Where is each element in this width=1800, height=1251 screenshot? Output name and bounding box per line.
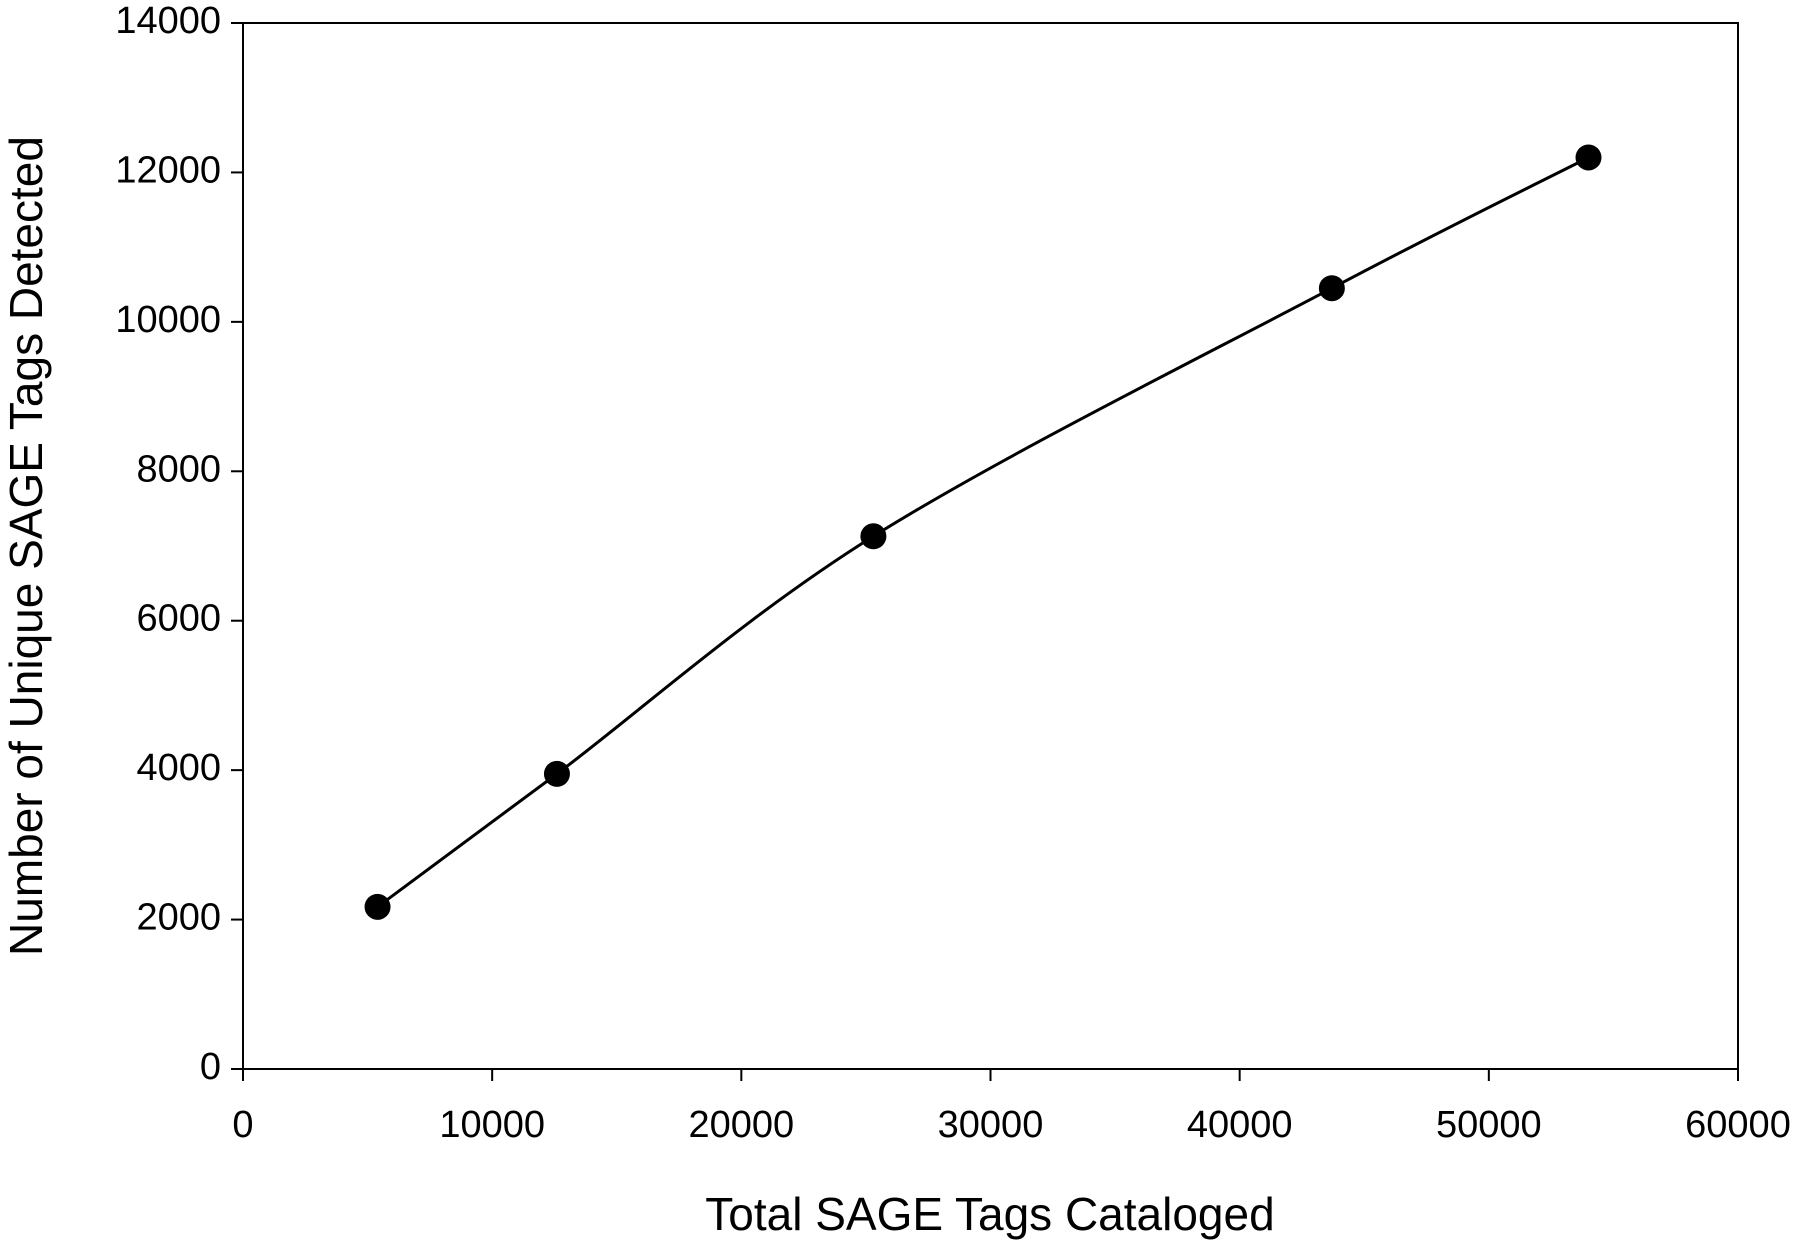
x-tick-label: 40000 bbox=[1187, 1104, 1293, 1146]
data-point bbox=[364, 893, 391, 920]
data-point bbox=[543, 760, 570, 787]
x-tick-label: 50000 bbox=[1436, 1104, 1542, 1146]
x-tick-label: 20000 bbox=[688, 1104, 794, 1146]
y-tick-label: 2000 bbox=[136, 897, 221, 939]
y-tick-label: 4000 bbox=[136, 747, 221, 789]
data-point bbox=[860, 523, 887, 550]
y-axis-title: Number of Unique SAGE Tags Detected bbox=[0, 136, 52, 956]
x-tick-label: 10000 bbox=[439, 1104, 545, 1146]
y-tick-label: 10000 bbox=[115, 299, 221, 341]
x-tick-label: 60000 bbox=[1685, 1104, 1791, 1146]
series-line bbox=[376, 156, 1590, 909]
y-tick-label: 8000 bbox=[136, 448, 221, 490]
x-axis-title: Total SAGE Tags Cataloged bbox=[705, 1188, 1274, 1240]
y-tick-label: 14000 bbox=[115, 0, 221, 42]
y-tick-label: 0 bbox=[200, 1046, 221, 1088]
x-tick-label: 0 bbox=[232, 1104, 253, 1146]
y-tick-label: 6000 bbox=[136, 598, 221, 640]
x-tick-label: 30000 bbox=[938, 1104, 1044, 1146]
y-tick-label: 12000 bbox=[115, 149, 221, 191]
plot-frame bbox=[242, 22, 1739, 1070]
data-point bbox=[1318, 275, 1345, 302]
data-point bbox=[1575, 144, 1602, 171]
